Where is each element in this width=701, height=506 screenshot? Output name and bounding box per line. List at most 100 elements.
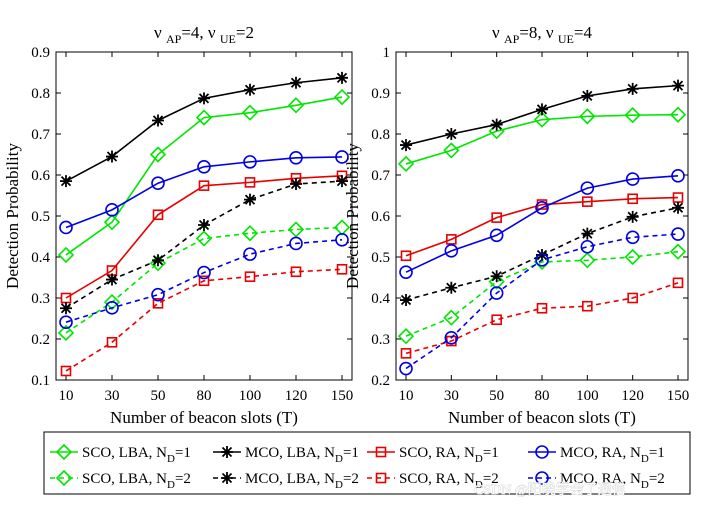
right-point-mco-lba-n-d-2 <box>490 270 503 283</box>
right-point-mco-lba-n-d-1 <box>672 79 684 92</box>
right-y-axis-label: Detection Probability <box>343 143 362 289</box>
right-point-sco-lba-n-d-1 <box>397 155 415 173</box>
right-point-mco-ra-n-d-1 <box>580 181 595 195</box>
left-point-sco-lba-n-d-2 <box>57 324 75 341</box>
right-point-sco-lba-n-d-2 <box>533 253 551 271</box>
left-y-tick-label: 0.9 <box>31 45 50 61</box>
left-point-sco-lba-n-d-2 <box>241 225 259 242</box>
right-point-sco-lba-n-d-2 <box>669 243 687 260</box>
left-point-mco-lba-n-d-2 <box>106 273 118 286</box>
right-point-sco-ra-n-d-2 <box>627 292 638 304</box>
right-y-tick-label: 0.7 <box>371 168 390 184</box>
left-point-sco-lba-n-d-1 <box>333 88 351 106</box>
left-series-line-sco-ra-n-d-2 <box>65 268 343 372</box>
left-point-mco-ra-n-d-2 <box>243 247 257 261</box>
right-x-tick-label: 30 <box>444 388 459 404</box>
left-point-sco-lba-n-d-2 <box>103 293 121 311</box>
right-y-tick-label: 0.6 <box>371 209 390 225</box>
right-y-tick-label: 0.4 <box>371 291 390 307</box>
legend-sco-ra-n-d-2-label: SCO, RA, ND=2 <box>399 471 499 491</box>
right-point-mco-ra-n-d-2 <box>535 253 549 267</box>
left-point-sco-lba-n-d-1 <box>195 109 213 126</box>
left-y-tick-label: 0.1 <box>31 373 50 389</box>
left-point-mco-lba-n-d-1 <box>60 175 72 188</box>
right-point-sco-lba-n-d-2 <box>579 252 596 269</box>
right-point-sco-ra-n-d-1 <box>491 212 502 223</box>
left-point-sco-ra-n-d-1 <box>152 209 164 221</box>
left-point-mco-lba-n-d-1 <box>152 114 164 127</box>
left-point-sco-ra-n-d-1 <box>244 177 256 188</box>
left-chart-panel: 10 30 50 80 100 120 150 0.1 0.2 0.3 0.4 0.5 0.6 0.7 0.… <box>3 23 353 427</box>
left-point-sco-lba-n-d-1 <box>103 214 121 231</box>
left-y-tick-label: 0.8 <box>31 86 50 102</box>
right-x-tick-label: 150 <box>667 388 690 404</box>
right-x-tick-label: 50 <box>489 388 504 404</box>
left-point-mco-lba-n-d-1 <box>336 71 348 84</box>
left-point-sco-ra-n-d-2 <box>198 275 210 287</box>
left-point-mco-ra-n-d-2 <box>335 232 349 247</box>
right-point-sco-ra-n-d-2 <box>491 314 502 326</box>
right-point-mco-lba-n-d-2 <box>445 281 458 294</box>
left-y-tick-label: 0.5 <box>31 209 50 225</box>
left-point-mco-lba-n-d-2 <box>152 254 164 267</box>
right-point-mco-lba-n-d-1 <box>536 103 548 116</box>
right-point-sco-ra-n-d-1 <box>446 234 457 245</box>
left-point-mco-ra-n-d-1 <box>335 150 349 164</box>
right-point-mco-lba-n-d-1 <box>445 128 458 140</box>
right-series-line-mco-ra-n-d-2 <box>405 233 679 370</box>
right-point-sco-lba-n-d-1 <box>533 111 551 128</box>
left-point-sco-lba-n-d-1 <box>287 97 305 114</box>
right-point-mco-ra-n-d-1 <box>444 244 459 258</box>
left-x-tick-label: 120 <box>285 388 308 404</box>
legend-mco-ra-n-d-2-marker <box>535 471 549 485</box>
left-y-tick-label: 0.6 <box>31 168 50 184</box>
right-point-mco-ra-n-d-2 <box>580 239 595 254</box>
left-point-sco-lba-n-d-1 <box>149 146 167 163</box>
legend-mco-lba-n-d-2-label: MCO, LBA, ND=2 <box>245 471 359 491</box>
right-x-tick-label: 120 <box>621 388 644 404</box>
left-point-mco-lba-n-d-2 <box>336 175 348 188</box>
right-point-sco-lba-n-d-1 <box>443 142 460 159</box>
right-point-sco-lba-n-d-2 <box>397 327 415 345</box>
right-point-sco-ra-n-d-1 <box>582 196 593 207</box>
left-point-sco-ra-n-d-2 <box>336 263 348 275</box>
right-series-line-sco-lba-n-d-1 <box>405 113 679 165</box>
left-point-sco-lba-n-d-2 <box>287 221 305 238</box>
left-point-mco-ra-n-d-2 <box>289 236 303 251</box>
left-point-sco-ra-n-d-2 <box>290 266 302 278</box>
right-x-tick-label: 10 <box>399 388 414 404</box>
legend-box <box>43 431 691 495</box>
left-point-mco-ra-n-d-2 <box>105 301 119 315</box>
right-point-mco-ra-n-d-1 <box>535 201 549 215</box>
right-chart-panel: 10 30 50 80 100 120 150 0.2 0.3 0.4 0.5 0.6 0.7 0.8 0.… <box>343 23 689 427</box>
left-x-tick-label: 10 <box>59 388 74 404</box>
left-point-sco-lba-n-d-2 <box>195 230 213 247</box>
right-point-sco-ra-n-d-2 <box>672 277 684 289</box>
left-chart-title: ν AP=4, ν UE=2 <box>154 23 254 46</box>
left-x-tick-label: 100 <box>239 388 262 404</box>
right-point-mco-lba-n-d-1 <box>626 82 639 95</box>
right-point-mco-lba-n-d-1 <box>490 118 503 131</box>
left-y-tick-label: 0.3 <box>31 291 50 307</box>
right-point-sco-lba-n-d-2 <box>488 273 505 290</box>
legend-sco-ra-n-d-2-marker <box>375 472 387 484</box>
right-point-mco-ra-n-d-2 <box>625 230 640 245</box>
right-point-sco-lba-n-d-1 <box>624 107 641 124</box>
right-point-mco-ra-n-d-2 <box>399 361 413 376</box>
right-point-mco-ra-n-d-1 <box>489 228 504 243</box>
legend-sco-lba-n-d-1-label: SCO, LBA, ND=1 <box>82 445 191 465</box>
left-y-tick-label: 0.2 <box>31 332 50 348</box>
right-point-mco-ra-n-d-1 <box>625 172 640 186</box>
right-point-mco-ra-n-d-1 <box>399 265 413 279</box>
right-point-mco-lba-n-d-2 <box>536 248 548 261</box>
right-point-sco-ra-n-d-2 <box>536 302 548 314</box>
left-point-mco-ra-n-d-1 <box>197 160 211 174</box>
right-point-mco-lba-n-d-2 <box>581 227 594 240</box>
left-point-mco-ra-n-d-2 <box>59 315 73 329</box>
left-point-mco-lba-n-d-1 <box>244 83 256 96</box>
left-y-tick-label: 0.7 <box>31 127 50 143</box>
right-point-mco-lba-n-d-1 <box>400 139 412 152</box>
left-point-sco-ra-n-d-2 <box>60 365 72 377</box>
left-x-axis-label: Number of beacon slots (T) <box>110 408 298 427</box>
left-series-line-sco-lba-n-d-1 <box>65 96 343 256</box>
